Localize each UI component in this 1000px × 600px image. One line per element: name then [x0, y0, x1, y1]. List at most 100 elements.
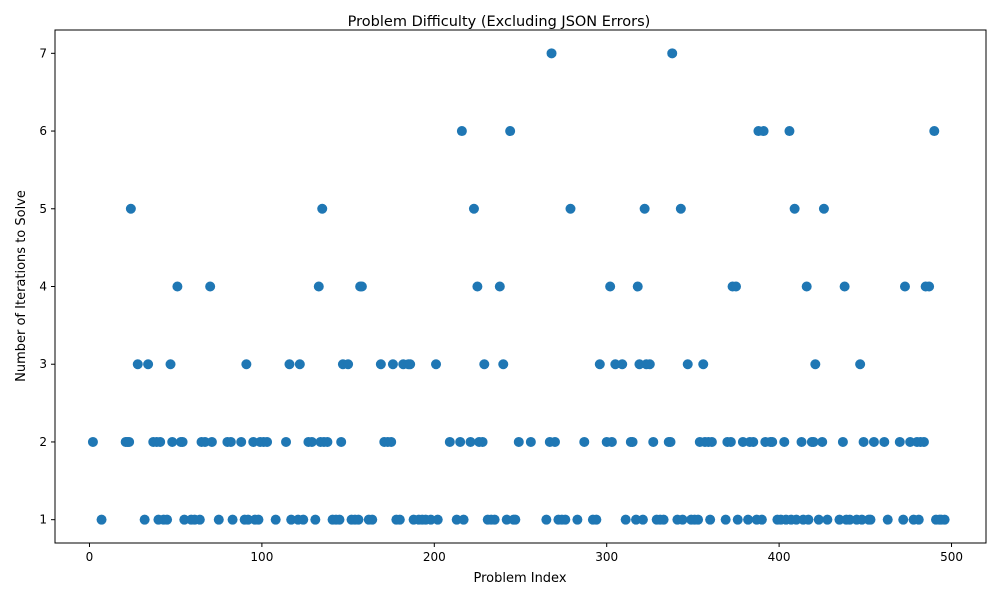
data-point	[243, 514, 254, 525]
data-point	[253, 514, 264, 525]
data-point	[632, 281, 643, 292]
data-point	[865, 514, 876, 525]
data-point	[199, 436, 210, 447]
data-point	[317, 203, 328, 214]
data-point	[87, 436, 98, 447]
data-point	[431, 359, 442, 370]
data-point	[236, 436, 247, 447]
data-point	[465, 436, 476, 447]
data-point	[791, 514, 802, 525]
data-point	[494, 281, 505, 292]
data-point	[455, 436, 466, 447]
data-point	[167, 436, 178, 447]
data-point	[813, 514, 824, 525]
data-point	[298, 514, 309, 525]
data-point	[725, 436, 736, 447]
x-axis-label: Problem Index	[473, 571, 566, 586]
y-tick-label: 6	[39, 124, 47, 138]
data-point	[306, 436, 317, 447]
data-point	[801, 281, 812, 292]
data-point	[270, 514, 281, 525]
data-point	[868, 436, 879, 447]
data-point	[705, 514, 716, 525]
x-tick-label: 100	[250, 550, 273, 564]
data-point	[549, 436, 560, 447]
data-point	[310, 514, 321, 525]
x-tick-label: 200	[423, 550, 446, 564]
y-axis-label: Number of Iterations to Solve	[14, 190, 29, 382]
data-point	[918, 436, 929, 447]
data-point	[425, 514, 436, 525]
data-point	[737, 436, 748, 447]
data-point	[894, 436, 905, 447]
data-point	[879, 436, 890, 447]
data-point	[855, 359, 866, 370]
data-point	[924, 281, 935, 292]
data-point	[281, 436, 292, 447]
data-point	[743, 514, 754, 525]
data-point	[698, 359, 709, 370]
data-point	[458, 514, 469, 525]
data-point	[286, 514, 297, 525]
data-point	[294, 359, 305, 370]
data-point	[336, 436, 347, 447]
data-point	[132, 359, 143, 370]
y-tick-label: 2	[39, 435, 47, 449]
data-point	[856, 514, 867, 525]
data-point	[213, 514, 224, 525]
data-point	[796, 436, 807, 447]
x-tick-label: 500	[940, 550, 963, 564]
y-tick-label: 3	[39, 357, 47, 371]
data-point	[510, 514, 521, 525]
x-axis-ticks: 0 100 200 300 400 500	[86, 543, 963, 564]
data-point	[631, 514, 642, 525]
data-point	[579, 436, 590, 447]
data-point	[501, 514, 512, 525]
x-tick-label: 400	[768, 550, 791, 564]
data-point	[262, 436, 273, 447]
data-point	[693, 514, 704, 525]
data-point	[834, 514, 845, 525]
data-point	[756, 514, 767, 525]
data-point	[225, 436, 236, 447]
data-point	[605, 281, 616, 292]
data-point	[606, 436, 617, 447]
data-point	[179, 514, 190, 525]
data-points	[87, 48, 950, 525]
data-point	[367, 514, 378, 525]
data-point	[720, 514, 731, 525]
data-point	[627, 436, 638, 447]
data-point	[125, 203, 136, 214]
data-point	[882, 514, 893, 525]
data-point	[477, 436, 488, 447]
data-point	[206, 436, 217, 447]
data-point	[560, 514, 571, 525]
x-tick-label: 300	[595, 550, 618, 564]
data-point	[898, 514, 909, 525]
data-point	[96, 514, 107, 525]
data-point	[472, 281, 483, 292]
data-point	[405, 359, 416, 370]
data-point	[858, 436, 869, 447]
data-point	[732, 514, 743, 525]
data-point	[356, 281, 367, 292]
data-point	[479, 359, 490, 370]
data-point	[610, 359, 621, 370]
data-point	[387, 359, 398, 370]
data-point	[565, 203, 576, 214]
data-point	[639, 203, 650, 214]
data-point	[386, 436, 397, 447]
data-point	[899, 281, 910, 292]
x-tick-label: 0	[86, 550, 94, 564]
data-point	[172, 281, 183, 292]
data-point	[541, 514, 552, 525]
data-point	[913, 514, 924, 525]
data-point	[444, 436, 455, 447]
data-point	[284, 359, 295, 370]
data-point	[143, 359, 154, 370]
data-point	[634, 359, 645, 370]
data-point	[165, 359, 176, 370]
data-point	[451, 514, 462, 525]
y-axis-ticks: 1 2 3 4 5 6 7	[39, 46, 55, 527]
